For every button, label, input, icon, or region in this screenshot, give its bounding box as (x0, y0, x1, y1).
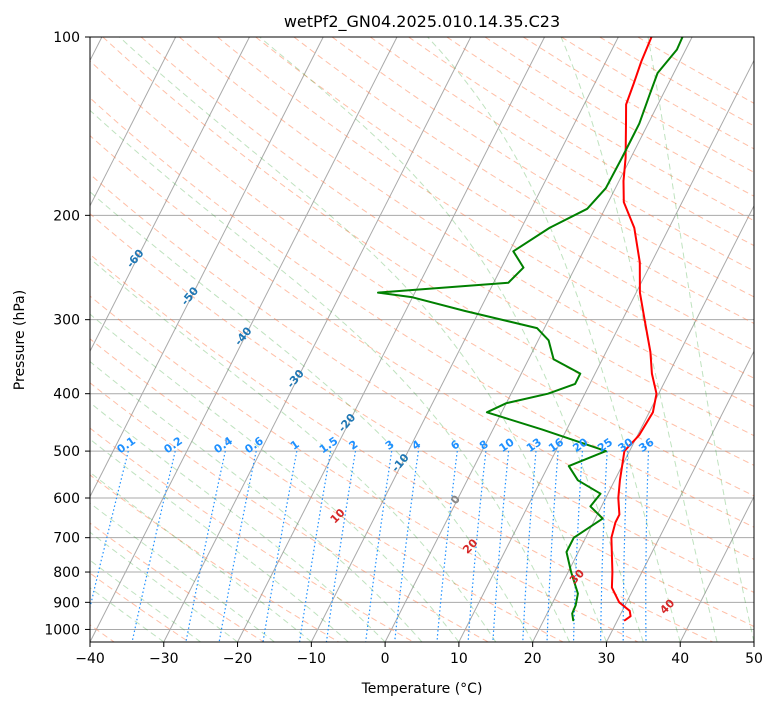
mixing-ratio-label: 0.2 (162, 434, 185, 456)
mixing-ratio-label: 0.4 (212, 434, 236, 456)
isotherm-label: -30 (284, 367, 307, 391)
mixing-ratio-label: 6 (448, 438, 462, 453)
moist-adiabat-line (561, 37, 717, 642)
mixing-ratio-line (219, 451, 256, 642)
dry-adiabat-line (332, 37, 775, 642)
dry-adiabat-line (0, 37, 775, 642)
mixing-ratio-line (437, 451, 457, 642)
moist-adiabat-label: 40 (657, 596, 677, 616)
y-tick-label: 900 (53, 595, 80, 611)
isotherm-label: -80 (14, 172, 37, 196)
mixing-ratio-line (493, 451, 509, 642)
mixing-ratio-label: 30 (616, 435, 636, 455)
x-tick-label: 10 (450, 651, 468, 667)
mixing-ratio-label: 2 (347, 438, 361, 453)
y-tick-label: 700 (53, 531, 80, 547)
moist-adiabat-line (0, 37, 422, 642)
isotherm-label: -10 (389, 451, 412, 475)
dry-adiabat-line (0, 37, 775, 642)
mixing-ratio-line (263, 451, 297, 642)
moist-adiabat-line (0, 37, 348, 642)
x-tick-label: −30 (149, 651, 179, 667)
x-tick-label: 0 (381, 651, 390, 667)
mixing-ratio-line (366, 451, 392, 642)
y-tick-label: 300 (53, 313, 80, 329)
isotherm-line (0, 37, 249, 642)
chart-title: wetPf2_GN04.2025.010.14.35.C23 (284, 12, 560, 32)
x-tick-label: 40 (671, 651, 689, 667)
moist-adiabat-label: 10 (328, 506, 348, 526)
isotherm-line (680, 37, 775, 642)
x-tick-label: 20 (524, 651, 542, 667)
dry-adiabat-line (26, 37, 775, 642)
mixing-ratio-line (395, 451, 419, 642)
mixing-ratio-label: 3 (383, 438, 397, 453)
isotherm-line (16, 37, 323, 642)
moist-adiabat-line (0, 37, 385, 642)
y-tick-label: 1000 (44, 622, 80, 638)
dry-adiabat-line (218, 37, 775, 642)
dry-adiabat-line (0, 37, 189, 642)
mixing-ratio-line (326, 451, 355, 642)
isotherm-line (606, 37, 775, 642)
x-tick-label: −20 (223, 651, 253, 667)
x-tick-label: −10 (297, 651, 327, 667)
moist-adiabat-line (0, 37, 201, 642)
moist-adiabat-line (0, 37, 459, 642)
isotherm-label: -50 (179, 284, 202, 308)
isotherm-line (533, 37, 775, 642)
dry-adiabat-line (256, 37, 775, 642)
data-lines (378, 37, 683, 620)
moist-adiabat-label: 20 (460, 536, 480, 556)
mixing-ratio-label: 1.5 (317, 434, 340, 456)
mixing-ratio-line (623, 451, 628, 642)
moist-adiabat-line (0, 37, 238, 642)
x-tick-label: 50 (745, 651, 763, 667)
mixing-ratio-label: 16 (546, 435, 566, 455)
y-axis-title: Pressure (hPa) (12, 290, 28, 390)
y-tick-label: 500 (53, 444, 80, 460)
mixing-ratio-line (601, 451, 608, 642)
mixing-ratio-label: 10 (497, 435, 517, 455)
isotherm-label: -40 (232, 324, 255, 348)
isotherm-label: -20 (336, 411, 359, 435)
mixing-ratio-label: 25 (595, 436, 615, 455)
y-tick-label: 800 (53, 565, 80, 581)
moist-adiabat-line (0, 37, 533, 642)
dry-adiabat-line (0, 37, 563, 642)
mixing-ratio-label: 4 (409, 438, 423, 453)
isotherm-label: 0 (448, 492, 463, 506)
dry-adiabat-line (0, 37, 775, 642)
mixing-ratio-label: 8 (477, 438, 491, 453)
isotherm-line (238, 37, 545, 642)
mixing-ratio-label: 20 (570, 435, 590, 455)
x-axis-title: Temperature (°C) (361, 681, 483, 697)
y-tick-label: 200 (53, 208, 80, 224)
y-tick-label: 100 (53, 30, 80, 46)
mixing-ratio-label: 0.6 (242, 434, 266, 456)
mixing-ratio-line (646, 451, 649, 642)
mixing-ratio-label: 13 (524, 436, 544, 455)
dry-adiabat-line (0, 37, 713, 642)
isotherm-label: -60 (124, 247, 147, 271)
isotherm-line (164, 37, 471, 642)
dry-adiabat-line (561, 37, 775, 642)
x-tick-label: 30 (598, 651, 616, 667)
dewpoint-profile-line (378, 37, 683, 620)
isotherm-line (754, 37, 775, 642)
x-tick-label: −40 (75, 651, 105, 667)
background-lines (0, 37, 775, 642)
y-tick-label: 400 (53, 387, 80, 403)
y-tick-label: 600 (53, 491, 80, 507)
moist-adiabat-line (0, 37, 311, 642)
mixing-ratio-label: 1 (288, 438, 302, 453)
